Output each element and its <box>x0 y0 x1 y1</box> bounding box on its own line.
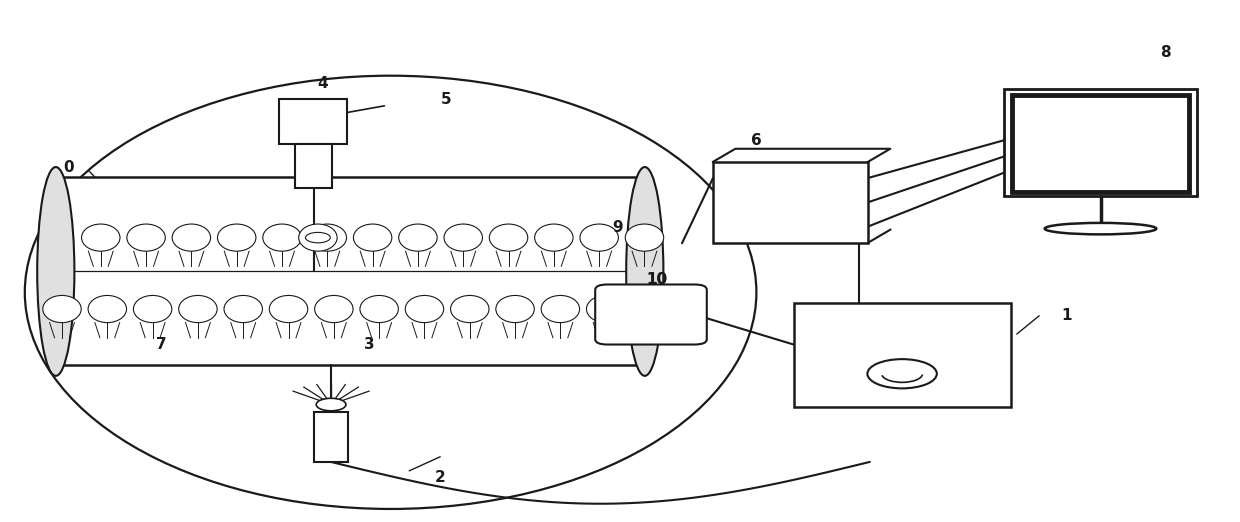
Ellipse shape <box>496 295 534 323</box>
Ellipse shape <box>269 295 308 323</box>
Ellipse shape <box>308 224 346 251</box>
Ellipse shape <box>405 295 444 323</box>
Bar <box>1004 89 1197 196</box>
FancyBboxPatch shape <box>595 284 707 345</box>
Ellipse shape <box>88 295 126 323</box>
Bar <box>56 177 645 365</box>
Text: 6: 6 <box>751 134 761 148</box>
Ellipse shape <box>626 167 663 376</box>
Ellipse shape <box>172 224 211 251</box>
Text: 3000+: 3000+ <box>784 210 810 219</box>
Ellipse shape <box>299 224 337 251</box>
Ellipse shape <box>1044 223 1156 234</box>
Ellipse shape <box>82 224 120 251</box>
Ellipse shape <box>217 224 255 251</box>
Text: 10: 10 <box>646 272 668 287</box>
Text: 1: 1 <box>1061 309 1071 323</box>
Text: 2: 2 <box>435 470 445 485</box>
Text: 0: 0 <box>63 160 73 174</box>
Bar <box>314 412 348 462</box>
Ellipse shape <box>126 224 165 251</box>
Bar <box>295 144 332 188</box>
Ellipse shape <box>224 295 263 323</box>
Bar <box>1012 95 1189 192</box>
Ellipse shape <box>263 224 301 251</box>
Bar <box>279 99 347 144</box>
Ellipse shape <box>541 295 579 323</box>
Ellipse shape <box>490 224 528 251</box>
Ellipse shape <box>580 224 619 251</box>
Text: USB: USB <box>787 183 806 192</box>
Text: 9: 9 <box>613 220 622 234</box>
Ellipse shape <box>179 295 217 323</box>
Text: 4: 4 <box>317 76 327 91</box>
Text: 5: 5 <box>441 92 451 106</box>
Ellipse shape <box>625 224 663 251</box>
Ellipse shape <box>444 224 482 251</box>
Circle shape <box>868 359 937 388</box>
Ellipse shape <box>534 224 573 251</box>
Ellipse shape <box>353 224 392 251</box>
Ellipse shape <box>360 295 398 323</box>
Circle shape <box>316 398 346 411</box>
Text: LS-3000: LS-3000 <box>878 327 926 337</box>
Text: 8: 8 <box>1161 45 1171 60</box>
Ellipse shape <box>37 167 74 376</box>
Bar <box>794 303 1011 407</box>
Text: 10: 10 <box>646 272 668 287</box>
Circle shape <box>305 232 330 243</box>
Ellipse shape <box>42 295 82 323</box>
Ellipse shape <box>399 224 438 251</box>
Ellipse shape <box>450 295 489 323</box>
Ellipse shape <box>315 295 353 323</box>
Ellipse shape <box>134 295 172 323</box>
Bar <box>713 162 868 243</box>
Text: 7: 7 <box>156 337 166 352</box>
Text: 3: 3 <box>365 337 374 352</box>
Ellipse shape <box>587 295 625 323</box>
